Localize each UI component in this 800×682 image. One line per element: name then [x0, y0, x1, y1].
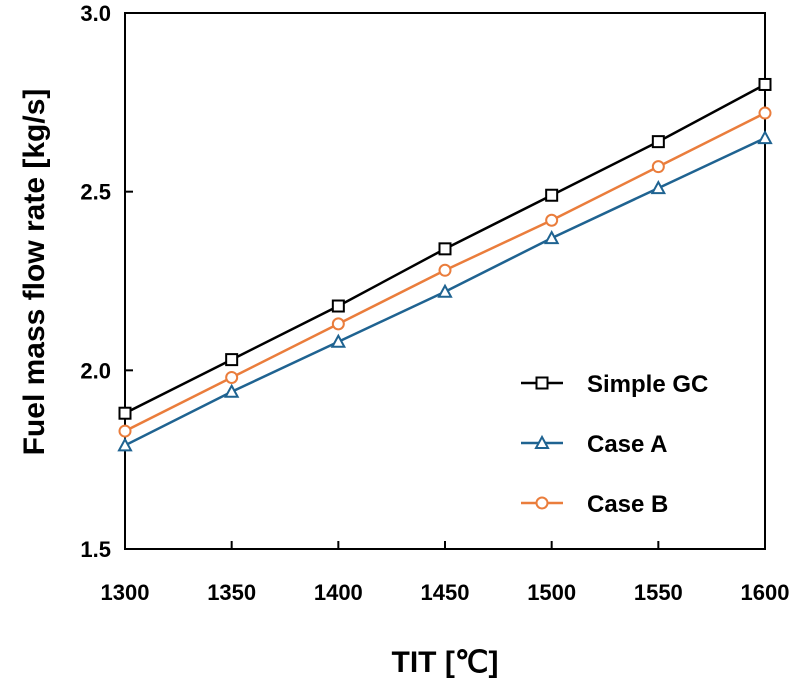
- x-tick-label: 1500: [527, 580, 576, 605]
- data-point: [225, 370, 239, 384]
- x-tick-label: 1350: [207, 580, 256, 605]
- data-point: [330, 333, 347, 348]
- data-point: [545, 213, 559, 227]
- y-tick-label: 1.5: [80, 537, 111, 562]
- data-point: [758, 106, 772, 120]
- legend-item: Simple GC: [521, 371, 708, 398]
- legend-item: Case A: [521, 431, 667, 458]
- data-point: [758, 77, 772, 91]
- legend: Simple GC Case A Case B: [521, 371, 708, 518]
- data-point: [437, 283, 453, 298]
- y-tick-label: 2.0: [80, 358, 111, 383]
- x-tick-label: 1300: [101, 580, 150, 605]
- x-tick-label: 1550: [634, 580, 683, 605]
- series-case-a: [117, 129, 773, 452]
- x-axis: 1300 1350 1400 1450 1500 1550 1600: [101, 541, 790, 605]
- x-axis-title: TIT [℃]: [392, 646, 499, 679]
- data-point: [331, 317, 345, 331]
- y-axis-title: Fuel mass flow rate [kg/s]: [18, 89, 51, 456]
- y-tick-label: 2.5: [80, 180, 111, 205]
- data-point: [651, 160, 665, 174]
- y-axis: 1.5 2.0 2.5 3.0: [80, 1, 133, 562]
- data-point: [118, 406, 132, 420]
- legend-label: Case B: [587, 491, 668, 518]
- x-tick-label: 1450: [421, 580, 470, 605]
- legend-marker: [534, 434, 550, 449]
- series-layer: [117, 77, 773, 452]
- data-point: [438, 263, 452, 277]
- y-tick-label: 3.0: [80, 1, 111, 26]
- plot-frame: [124, 12, 766, 550]
- x-tick-label: 1400: [314, 580, 363, 605]
- data-point: [117, 437, 133, 452]
- data-point: [223, 383, 240, 398]
- data-point: [651, 135, 665, 149]
- legend-item: Case B: [521, 491, 668, 518]
- data-point: [543, 230, 560, 245]
- data-point: [650, 180, 667, 195]
- data-point: [757, 129, 773, 145]
- data-point: [438, 242, 452, 256]
- legend-label: Simple GC: [587, 371, 708, 398]
- data-point: [331, 299, 345, 313]
- legend-marker: [535, 496, 549, 510]
- x-tick-label: 1600: [741, 580, 790, 605]
- series-case-b: [118, 106, 772, 438]
- data-point: [225, 353, 239, 367]
- legend-marker: [535, 376, 549, 390]
- data-point: [545, 188, 559, 202]
- series-simple-gc: [118, 77, 772, 420]
- legend-label: Case A: [587, 431, 667, 458]
- data-point: [118, 424, 132, 438]
